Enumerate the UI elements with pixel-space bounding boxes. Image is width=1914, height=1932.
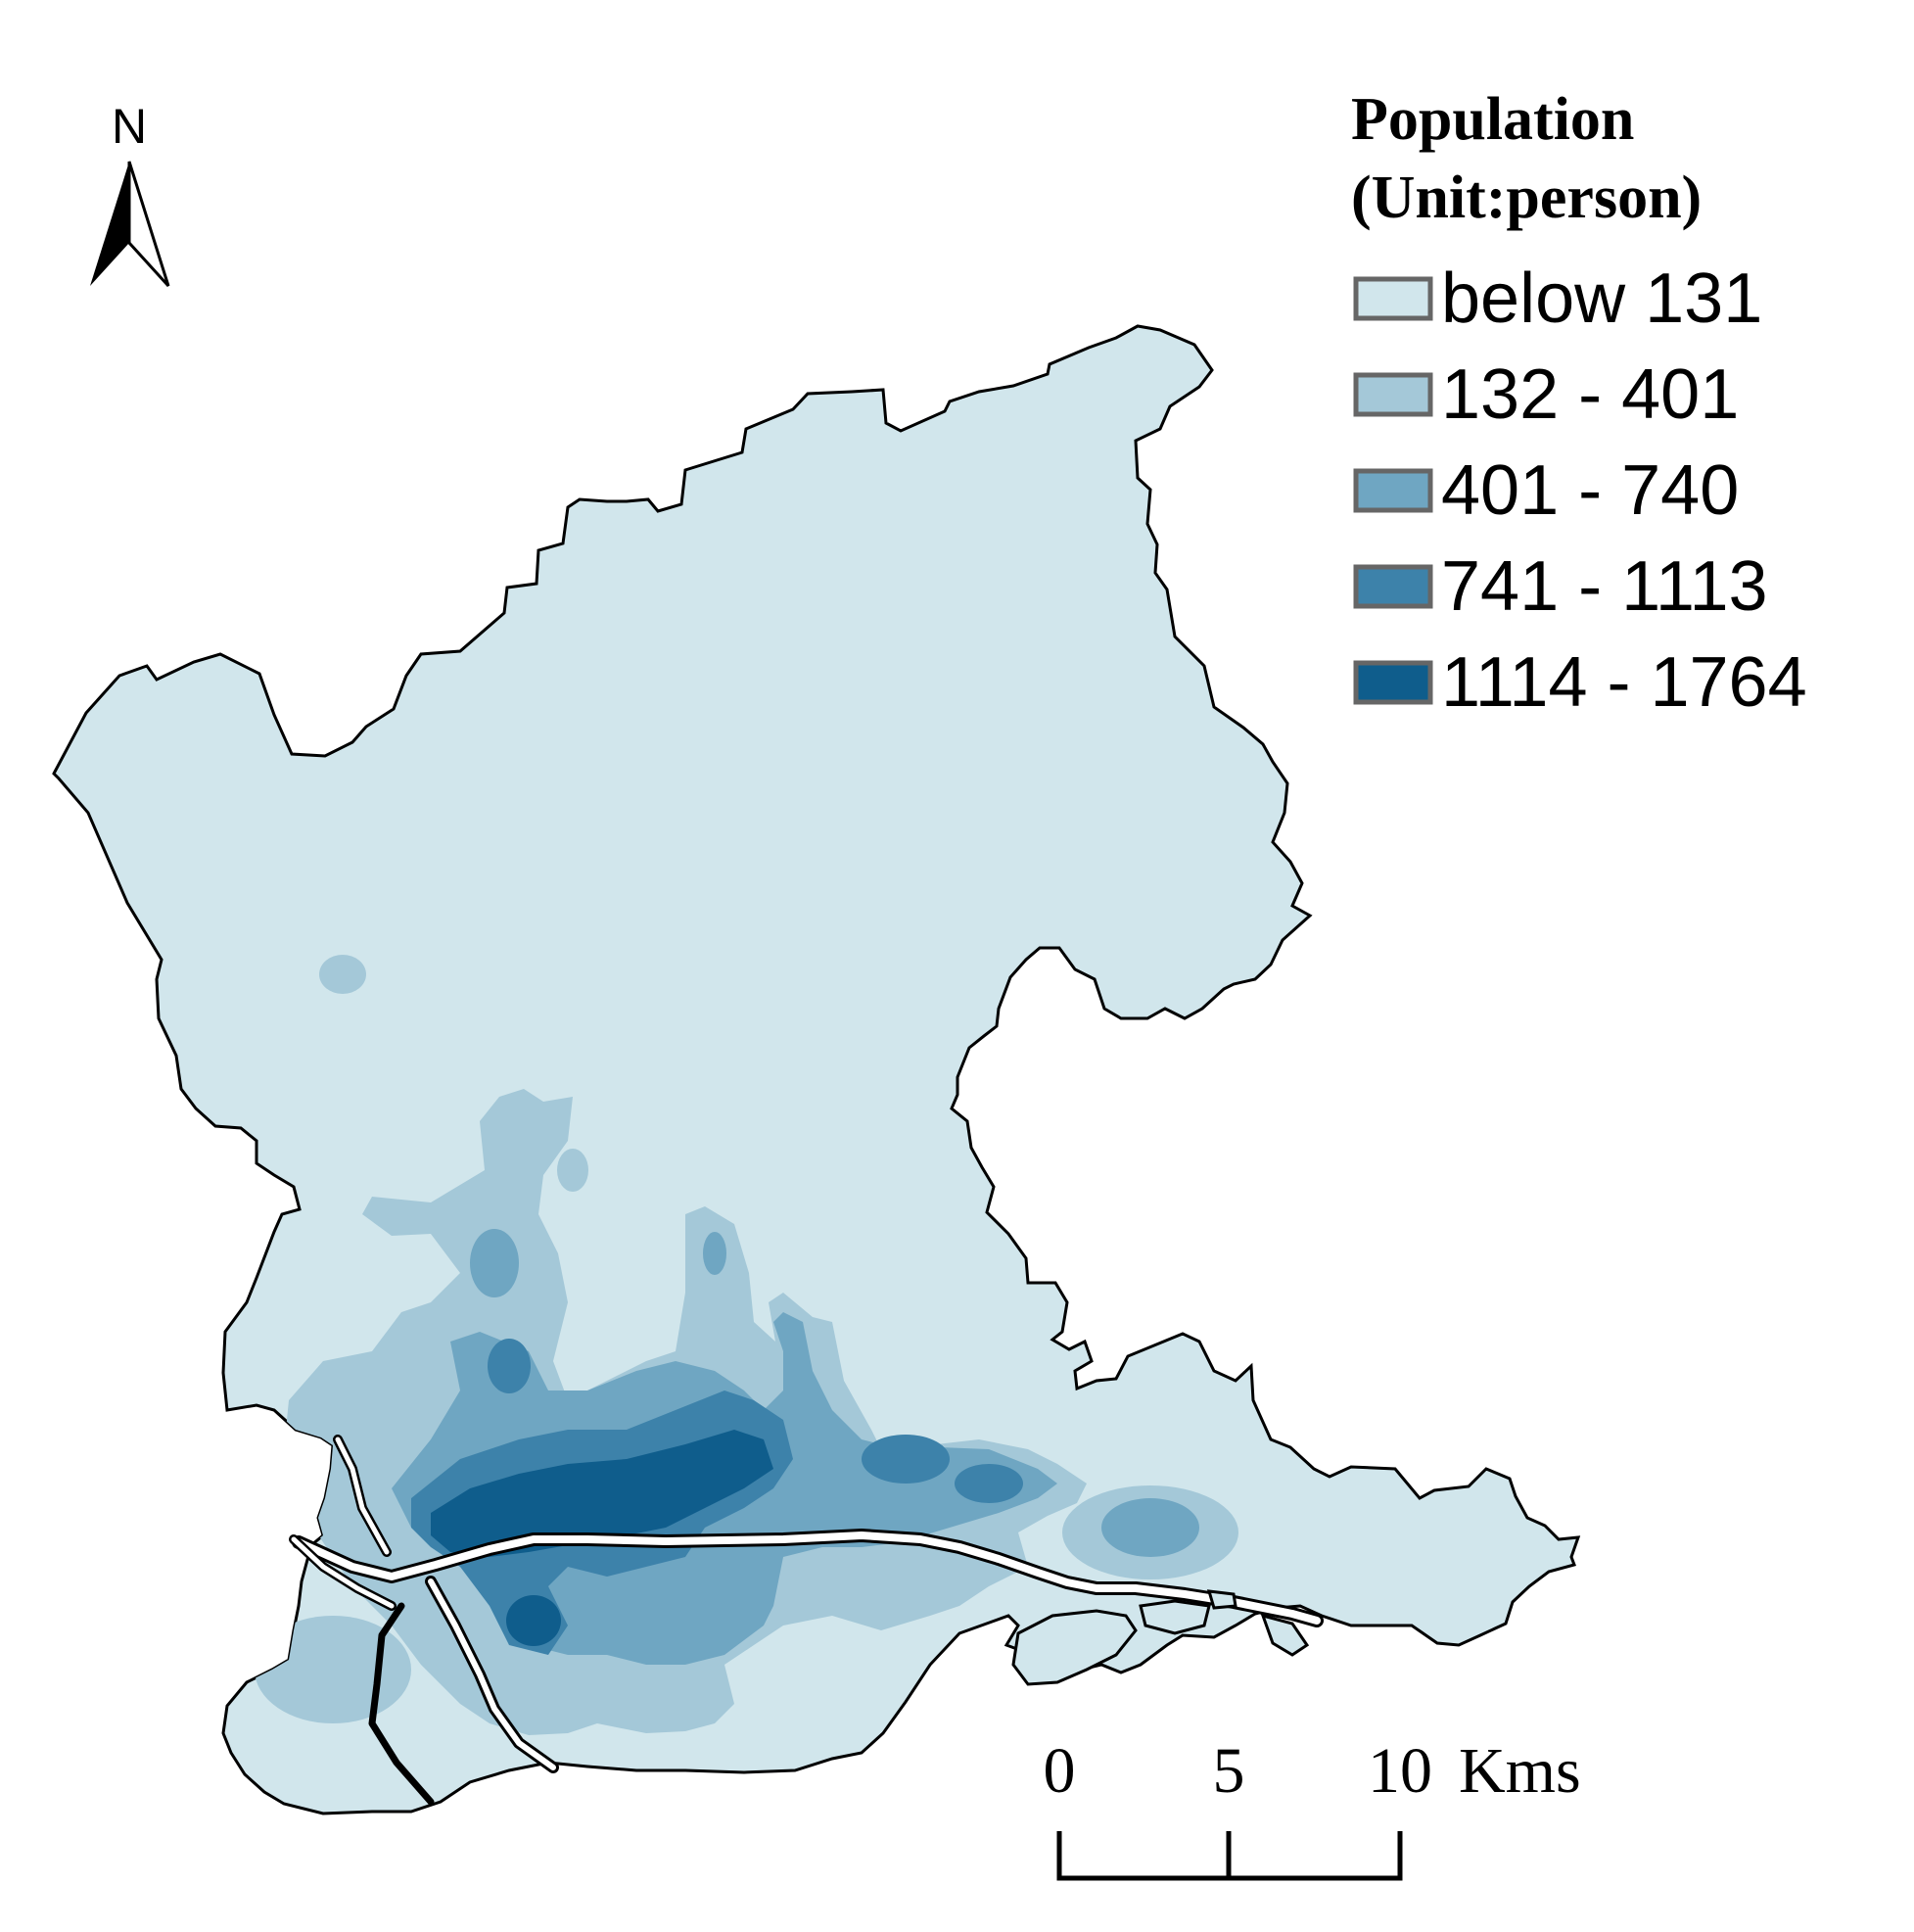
legend: Population (Unit:person) below 131 132 - … bbox=[1351, 86, 1807, 722]
legend-label-4: 1114 - 1764 bbox=[1441, 643, 1807, 722]
southwest-channel bbox=[368, 1602, 435, 1806]
scale-tick-label-5: 5 bbox=[1213, 1735, 1245, 1807]
legend-title-line1: Population bbox=[1351, 86, 1634, 153]
legend-swatch-2 bbox=[1353, 468, 1433, 513]
legend-swatch-0 bbox=[1353, 276, 1433, 321]
legend-items: below 131 132 - 401 401 - 740 741 - 1113 111… bbox=[1353, 259, 1807, 722]
legend-label-3: 741 - 1113 bbox=[1441, 547, 1768, 626]
main-river-water bbox=[295, 1531, 1321, 1625]
island-large bbox=[1011, 1609, 1138, 1686]
zone-741-1113-east-b bbox=[955, 1464, 1023, 1503]
north-arrow-left-half bbox=[90, 162, 129, 286]
west-branch-water bbox=[291, 1536, 395, 1609]
density-class-1114-1764 bbox=[431, 1430, 773, 1646]
rivers bbox=[289, 1435, 1324, 1806]
scale-bar-line bbox=[1056, 1831, 1403, 1881]
island-small bbox=[1206, 1589, 1237, 1610]
zone-132-401-north-blob bbox=[557, 1149, 588, 1192]
scale-tick-label-10: 10 bbox=[1368, 1735, 1432, 1807]
legend-swatch-3 bbox=[1353, 564, 1433, 609]
zone-401-740-center bbox=[703, 1232, 726, 1275]
zone-1114-1764-south bbox=[506, 1595, 561, 1646]
north-arrow-right-half bbox=[127, 161, 170, 288]
north-label: N bbox=[112, 99, 147, 154]
west-channel-water bbox=[335, 1437, 390, 1555]
zone-741-1113-north bbox=[488, 1339, 531, 1393]
legend-label-0: below 131 bbox=[1441, 259, 1762, 338]
island-east bbox=[1260, 1613, 1310, 1657]
legend-title-line2: (Unit:person) bbox=[1351, 165, 1702, 231]
north-arrow: N bbox=[90, 99, 170, 288]
island-middle bbox=[1139, 1599, 1211, 1635]
legend-swatch-4 bbox=[1353, 660, 1433, 705]
zone-401-740-east bbox=[1101, 1498, 1199, 1557]
scale-unit-label: Kms bbox=[1459, 1735, 1581, 1807]
south-branch-water bbox=[428, 1579, 556, 1770]
zone-741-1113-east-a bbox=[862, 1435, 950, 1484]
legend-swatch-1 bbox=[1353, 372, 1433, 417]
legend-label-1: 132 - 401 bbox=[1441, 355, 1739, 434]
scale-bar: 0 5 10 Kms bbox=[1044, 1735, 1581, 1881]
zone-132-401-west-blob bbox=[319, 955, 366, 994]
scale-tick-label-0: 0 bbox=[1044, 1735, 1076, 1807]
zone-1114-1764-main bbox=[431, 1430, 773, 1557]
estuary-islands bbox=[1011, 1589, 1310, 1686]
legend-label-2: 401 - 740 bbox=[1441, 451, 1739, 530]
zone-401-740-north bbox=[470, 1229, 519, 1297]
density-zones bbox=[255, 955, 1238, 1735]
